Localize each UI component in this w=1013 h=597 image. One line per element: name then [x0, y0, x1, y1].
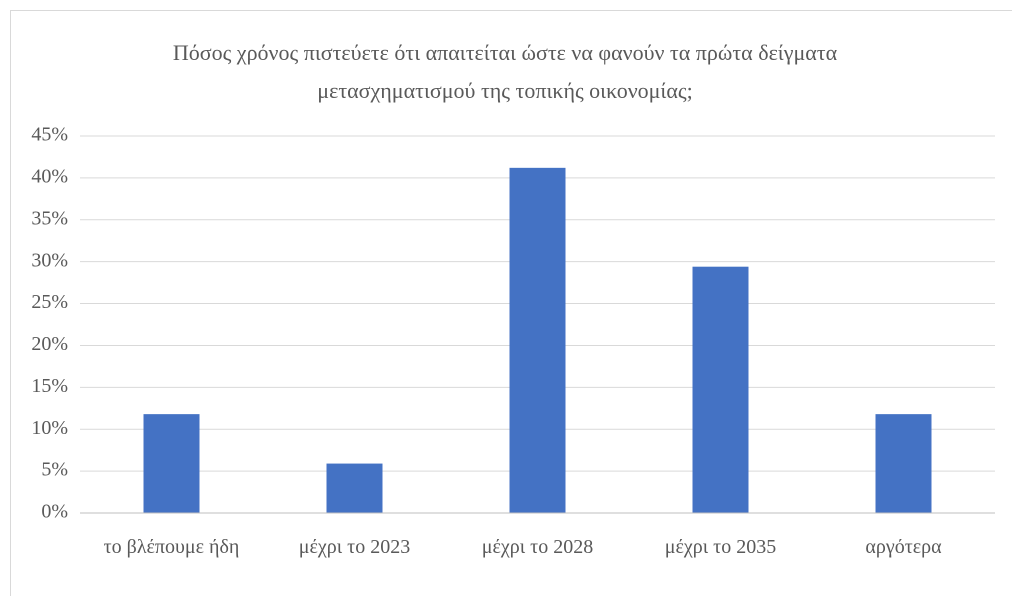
x-tick-label: μέχρι το 2028: [481, 536, 594, 558]
y-tick-label: 5%: [41, 459, 68, 481]
y-tick-label: 25%: [31, 291, 68, 313]
bar: [875, 414, 932, 513]
y-tick-label: 15%: [31, 375, 68, 397]
x-tick-label: μέχρι το 2035: [664, 536, 777, 558]
y-tick-label: 45%: [31, 124, 68, 146]
x-tick-label: αργότερα: [865, 536, 942, 558]
y-tick-label: 35%: [31, 207, 68, 229]
bar: [143, 414, 200, 513]
y-tick-label: 30%: [31, 249, 68, 271]
chart-border: [10, 10, 1012, 596]
bar: [509, 167, 566, 513]
y-tick-label: 10%: [31, 417, 68, 439]
y-tick-label: 0%: [41, 501, 68, 523]
bar: [692, 266, 749, 513]
x-tick-label: το βλέπουμε ήδη: [103, 536, 240, 558]
bar: [326, 463, 383, 513]
x-tick-label: μέχρι το 2023: [298, 536, 411, 558]
chart-title: Πόσος χρόνος πιστεύετε ότι απαιτείται ώσ…: [172, 40, 838, 103]
y-tick-label: 20%: [31, 333, 68, 355]
y-tick-label: 40%: [31, 165, 68, 187]
